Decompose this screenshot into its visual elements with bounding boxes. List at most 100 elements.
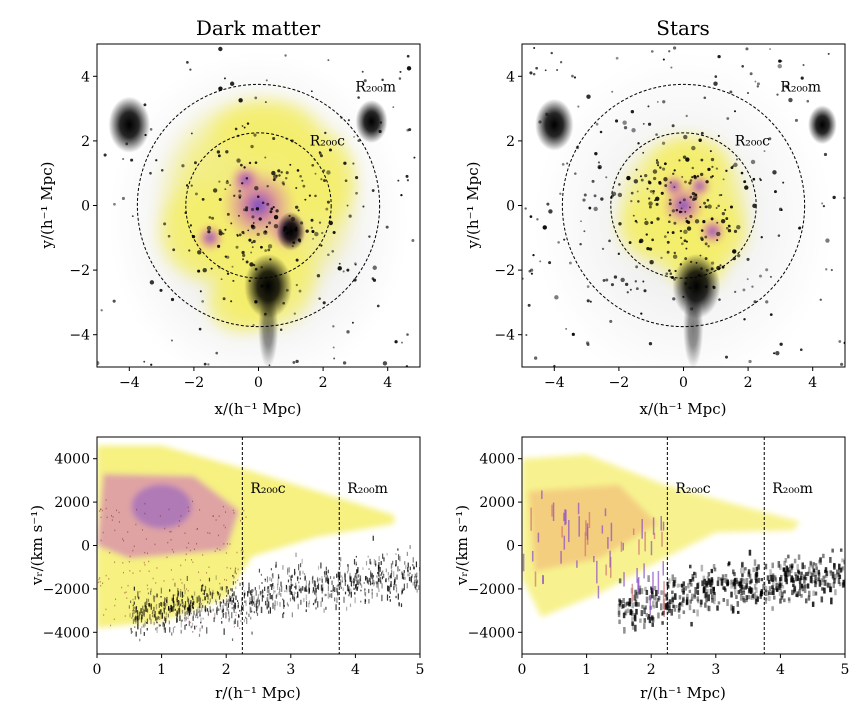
particle (775, 350, 780, 356)
particle (256, 195, 260, 198)
phase-dot (105, 507, 107, 510)
infall-point (726, 599, 729, 607)
particle (650, 221, 654, 224)
particle (652, 176, 657, 181)
infall-point (395, 595, 397, 599)
particle (230, 300, 233, 303)
infall-point (739, 588, 742, 594)
particle (245, 206, 249, 210)
particle (249, 262, 254, 267)
infall-point (299, 570, 301, 576)
infall-point (132, 612, 134, 618)
infall-point (682, 596, 685, 602)
infall-point (333, 576, 335, 580)
infall-point (204, 608, 207, 613)
filament (258, 288, 279, 367)
particle (730, 166, 734, 170)
infall-point (144, 620, 146, 627)
phase-dot (242, 550, 244, 552)
phase-dot (222, 505, 224, 508)
infall-point (409, 545, 411, 549)
infall-point (218, 608, 220, 611)
infall-point (200, 621, 202, 624)
infall-point (381, 570, 383, 573)
x-tick-label: 5 (841, 662, 850, 678)
infall-point (774, 577, 778, 583)
infall-point (696, 596, 699, 602)
particle (648, 201, 653, 206)
infall-point (308, 580, 311, 585)
particle (265, 225, 268, 229)
infall-point (820, 596, 824, 603)
particle (240, 163, 243, 167)
infall-point (187, 598, 190, 605)
particle (704, 235, 708, 239)
infall-point (838, 582, 842, 587)
infall-point (208, 577, 211, 582)
infall-point (292, 594, 294, 600)
infall-point (371, 588, 373, 591)
particle (640, 178, 644, 182)
particle (673, 221, 677, 225)
particle (685, 114, 688, 118)
particle (662, 100, 666, 104)
infall-point (762, 584, 765, 590)
phase-streak (561, 526, 563, 538)
particle (689, 214, 693, 219)
particle (316, 273, 321, 278)
phase-dot (100, 508, 102, 510)
particle (264, 249, 267, 252)
particle (185, 184, 189, 187)
infall-point (226, 586, 228, 589)
infall-point (211, 592, 213, 599)
infall-point (298, 581, 300, 584)
infall-point (131, 617, 133, 619)
infall-point (812, 562, 816, 566)
circle-r200m (136, 83, 381, 328)
infall-point (354, 572, 357, 578)
infall-point (345, 606, 348, 611)
infall-point (630, 610, 633, 615)
infall-point (633, 594, 637, 601)
infall-point (140, 607, 142, 613)
particle (346, 268, 350, 272)
infall-point (700, 599, 703, 605)
infall-point (822, 553, 825, 559)
particle (331, 249, 335, 253)
infall-point (726, 579, 729, 586)
infall-point (133, 609, 135, 614)
infall-point (364, 592, 367, 597)
infall-point (389, 575, 391, 578)
infall-point (754, 598, 758, 605)
infall-point (771, 606, 774, 611)
particle (218, 180, 221, 183)
infall-point (355, 584, 357, 589)
infall-point (811, 565, 815, 569)
particle (571, 332, 575, 336)
particle (668, 202, 672, 206)
phase-dot (223, 613, 225, 615)
particle (686, 226, 692, 231)
infall-point (128, 605, 130, 609)
x-tick-label: 2 (744, 375, 753, 391)
infall-point (294, 586, 296, 589)
particle (759, 274, 762, 278)
particle (376, 304, 380, 308)
infall-point (186, 575, 188, 581)
phase-dot (201, 603, 203, 605)
infall-point (146, 598, 148, 605)
phase-streak (560, 550, 562, 564)
infall-point (325, 571, 328, 575)
phase-dot (187, 589, 189, 592)
infall-point (168, 606, 170, 611)
particle (295, 359, 299, 364)
infall-point (368, 599, 370, 604)
infall-point (409, 572, 411, 575)
infall-point (404, 561, 406, 565)
phase-dot (97, 581, 99, 584)
infall-point (341, 576, 344, 583)
infall-point (290, 586, 292, 592)
infall-point (229, 598, 232, 602)
phase-dot (233, 626, 235, 628)
particle (283, 225, 288, 231)
